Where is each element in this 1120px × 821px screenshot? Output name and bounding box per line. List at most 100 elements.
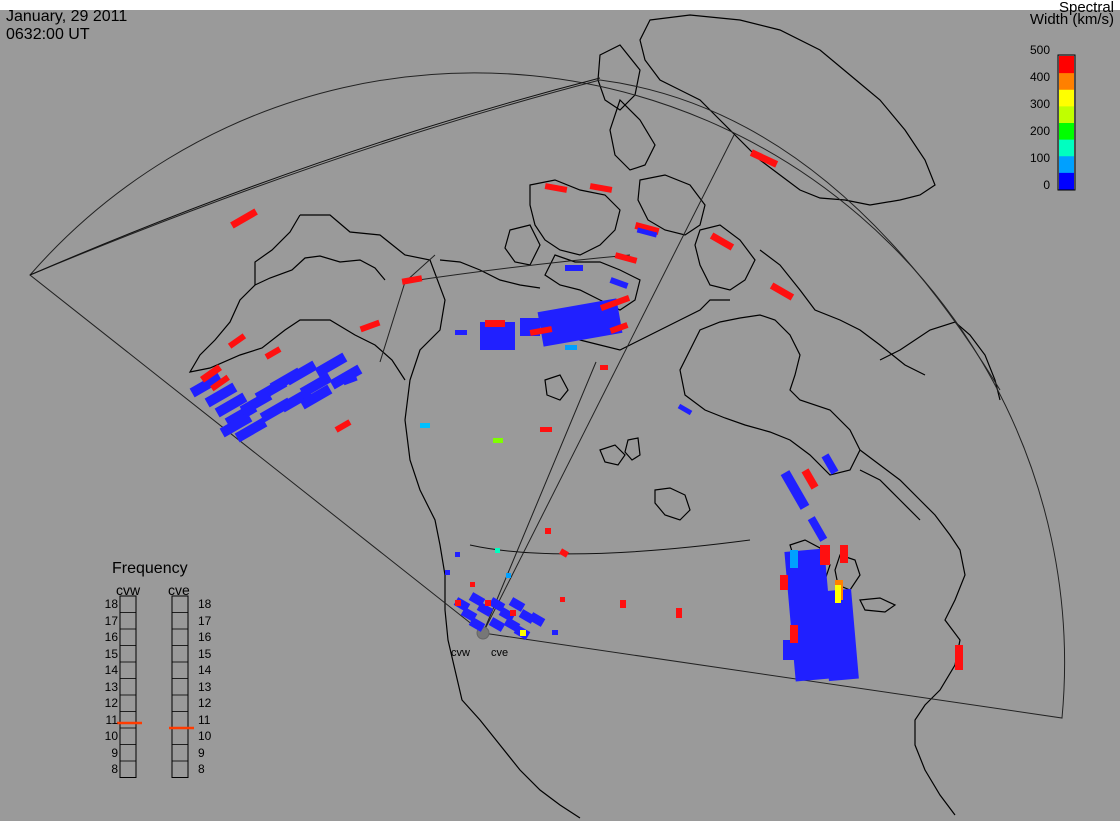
backscatter-returns <box>189 149 963 682</box>
frequency-label-cvw: cvw <box>116 582 141 598</box>
echo-cell <box>807 516 828 542</box>
echo-cell <box>835 585 841 603</box>
colorbar-segment <box>1059 105 1074 123</box>
frequency-level-label: 14 <box>198 663 212 677</box>
echo-cell <box>790 550 798 568</box>
frequency-level-label: 13 <box>198 679 212 694</box>
echo-cell <box>334 419 352 433</box>
echo-cell <box>540 427 552 432</box>
echo-cell <box>609 322 629 334</box>
echo-cell <box>840 545 848 563</box>
echo-cell <box>279 387 313 413</box>
colorbar-title-line2: Width (km/s) <box>1029 11 1114 28</box>
echo-cell <box>821 588 859 682</box>
echo-cell <box>676 608 682 618</box>
echo-cell <box>614 252 638 264</box>
frequency-level-label: 11 <box>105 712 118 727</box>
colorbar-tick-500: 500 <box>1029 43 1050 57</box>
frequency-level-label: 18 <box>104 597 118 611</box>
echo-cell <box>264 346 282 360</box>
echo-cell <box>783 640 803 660</box>
echo-cell <box>620 600 626 608</box>
echo-cell <box>199 364 223 383</box>
colorbar-segment <box>1059 155 1074 173</box>
frequency-level-label: 15 <box>198 646 212 661</box>
colorbar <box>1057 54 1076 191</box>
echo-cell <box>495 548 500 553</box>
frequency-level-label: 11 <box>198 712 211 727</box>
echo-cell <box>227 333 247 349</box>
echo-cell <box>780 470 810 510</box>
frequency-level-label: 8 <box>111 762 118 776</box>
echo-cell <box>455 600 461 606</box>
echo-cell <box>636 227 658 238</box>
echo-cell <box>284 360 318 386</box>
frequency-title: Frequency <box>112 560 188 577</box>
date-label: January, 29 2011 <box>6 8 128 25</box>
echo-cell <box>503 617 521 632</box>
echo-cell <box>230 208 258 229</box>
echo-cell <box>510 610 516 616</box>
echo-cell <box>565 265 583 271</box>
radar-fov-outline <box>29 72 1066 719</box>
frequency-level-label: 9 <box>198 745 205 760</box>
echo-cell <box>545 528 551 534</box>
echo-cell <box>498 607 516 622</box>
colorbar-segment <box>1059 122 1074 140</box>
echo-cell <box>359 319 381 333</box>
echo-cell <box>955 645 963 670</box>
frequency-level-label: 17 <box>198 613 212 628</box>
frequency-level-label: 16 <box>198 630 212 644</box>
colorbar-segment <box>1059 139 1074 157</box>
echo-cell <box>559 548 569 558</box>
frequency-box <box>171 595 189 778</box>
echo-cell <box>455 330 467 335</box>
frequency-label-cve: cve <box>168 582 190 598</box>
echo-cell <box>219 412 253 438</box>
echo-cell <box>455 552 460 557</box>
echo-cell <box>314 352 348 378</box>
time-label: 0632:00 UT <box>6 26 90 43</box>
colorbar-tick-200: 200 <box>1029 124 1050 138</box>
grid-lines <box>29 77 751 555</box>
echo-cell <box>214 392 248 418</box>
echo-cell <box>204 382 238 408</box>
site-label-cve: cve <box>491 647 509 659</box>
echo-cell <box>485 600 491 606</box>
site-label-cvw: cvw <box>451 647 470 659</box>
colorbar-tick-0: 0 <box>1043 178 1050 192</box>
frequency-level-label: 17 <box>104 613 118 628</box>
top-strip <box>0 0 1120 10</box>
frequency-level-label: 14 <box>104 663 118 677</box>
echo-cell <box>488 617 506 632</box>
frequency-level-label: 8 <box>198 762 205 776</box>
coastlines <box>188 14 1001 819</box>
frequency-level-label: 9 <box>111 745 118 760</box>
echo-cell <box>544 183 568 193</box>
echo-cell <box>589 183 613 193</box>
colorbar-segment <box>1059 172 1074 190</box>
echo-cell <box>508 597 526 612</box>
echo-cell <box>210 374 230 392</box>
echo-cell <box>749 149 779 168</box>
colorbar-tick-100: 100 <box>1029 151 1050 165</box>
echo-cell <box>529 326 553 336</box>
echo-cell <box>552 630 558 635</box>
echo-cell <box>468 617 486 632</box>
echo-cell <box>445 570 450 575</box>
echo-cell <box>488 597 506 612</box>
echo-cell <box>470 582 475 587</box>
echo-cell <box>420 423 430 428</box>
echo-cell <box>485 320 505 327</box>
colorbar-title-line1: Spectral <box>1058 0 1114 16</box>
echo-cell <box>780 575 788 590</box>
echo-cell <box>520 630 526 636</box>
frequency-level-label: 18 <box>198 597 212 611</box>
echo-cell <box>821 453 839 475</box>
echo-cell <box>234 417 268 443</box>
frequency-level-label: 15 <box>104 646 118 661</box>
echo-cell <box>299 384 333 410</box>
frequency-panel <box>117 595 194 778</box>
echo-cell <box>342 374 358 386</box>
